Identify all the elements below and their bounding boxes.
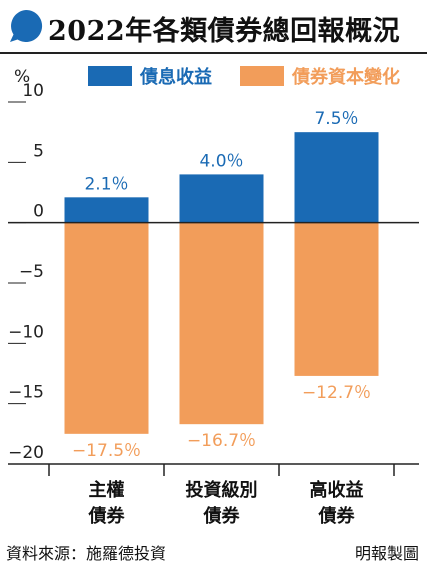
bar-income [64,197,149,223]
source-note: 資料來源：施羅德投資 [6,544,167,563]
data-label-capital: −17.5％ [72,441,141,461]
bar-capital [294,222,379,376]
y-tick-label: −5 [19,262,44,282]
bar-income [179,174,264,223]
x-category-label: 投資級別 [186,479,258,501]
y-tick-label: −15 [8,383,44,403]
x-category-label: 債券 [203,505,241,527]
x-category-label: 主權 [89,479,125,501]
data-label-capital: −12.7％ [302,383,371,403]
credit-note: 明報製圖 [354,544,419,563]
y-tick-label: 0 [33,202,44,222]
legend-label-income: 債息收益 [139,66,212,88]
bar-chart: % 債息收益 債券資本變化 10 5 0 −5 −10 −15 −20 2.1％ −17.5％ 4.0％… [8,66,419,527]
bar-capital [64,222,149,434]
data-label-income: 2.1％ [84,174,128,194]
title-divider [0,52,427,54]
speech-bubble-icon [10,9,43,42]
y-tick-label: 10 [22,81,44,101]
legend-swatch-capital [240,66,284,86]
x-category-label: 債券 [318,505,356,527]
legend-swatch-income [88,66,132,86]
header: 2022年各類債券總回報概況 [0,0,427,52]
y-axis-unit-label: % [14,67,30,87]
legend-label-capital: 債券資本變化 [291,66,400,88]
y-tick-label: −10 [8,322,44,342]
y-tick-label: −20 [8,443,44,463]
x-category-label: 債券 [88,505,126,527]
data-label-income: 7.5％ [314,109,358,129]
y-tick-label: 5 [33,141,44,161]
bar-income [294,132,379,223]
bar-capital [179,222,264,425]
data-label-capital: −16.7％ [187,431,256,451]
chart-title: 2022年各類債券總回報概況 [48,16,401,47]
speech-bubble-shape [10,9,43,42]
data-label-income: 4.0％ [199,151,243,171]
x-category-label: 高收益 [310,479,364,501]
